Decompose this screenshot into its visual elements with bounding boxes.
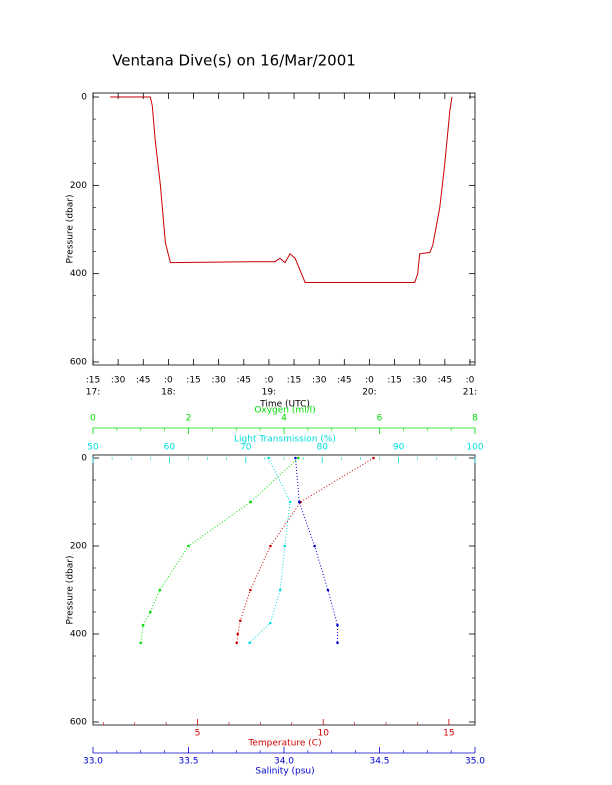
y-tick-label: 0 <box>81 93 87 103</box>
x-hour-label: 20: <box>362 388 376 398</box>
x-tick-label: :45 <box>337 376 351 386</box>
x-tick-label: 33.0 <box>83 757 103 767</box>
profile-point <box>294 456 297 460</box>
pressure-line <box>110 96 453 283</box>
x-tick-label: :0 <box>164 376 173 386</box>
profile-line <box>236 457 374 643</box>
profile-point <box>139 641 143 645</box>
profile-point <box>187 544 190 548</box>
y-axis-label: Pressure (dbar) <box>66 195 76 264</box>
profile-line <box>295 457 338 643</box>
x-tick-label: :45 <box>237 376 251 386</box>
profile-point <box>248 641 251 645</box>
x-tick-label: 0 <box>90 414 96 424</box>
profile-line <box>140 457 299 643</box>
x-tick-label: :15 <box>186 376 200 386</box>
profile-point <box>336 623 339 627</box>
x-tick-label: 34.5 <box>369 757 389 767</box>
profile-point <box>149 610 152 614</box>
y-tick-label: 200 <box>70 542 87 552</box>
x-hour-label: 17: <box>86 388 100 398</box>
x-tick-label: 60 <box>164 443 176 453</box>
x-tick-label: :45 <box>136 376 150 386</box>
y-tick-label: 600 <box>70 718 87 728</box>
x-tick-label: 100 <box>466 443 483 453</box>
profile-point <box>267 456 271 460</box>
y-tick-label: 600 <box>70 358 87 368</box>
x-hour-label: 18: <box>161 388 175 398</box>
x-tick-label: :15 <box>86 376 100 386</box>
x-tick-label: 5 <box>195 729 201 739</box>
x-hour-label: 19: <box>262 388 276 398</box>
profile-point <box>372 456 375 460</box>
y-tick-label: 200 <box>70 181 87 191</box>
x-axis-label: Temperature (C) <box>247 739 321 749</box>
x-tick-label: :0 <box>265 376 274 386</box>
profile-point <box>269 544 272 548</box>
plot-frame <box>92 454 476 726</box>
x-tick-label: 2 <box>186 414 192 424</box>
x-tick-label: :30 <box>211 376 226 386</box>
x-axis-label: Light Transmission (%) <box>234 435 336 445</box>
profile-point <box>268 621 272 625</box>
profile-point <box>278 588 282 592</box>
x-tick-label: 8 <box>472 414 478 424</box>
x-tick-label: 4 <box>281 414 287 424</box>
x-axis-label: Time (UTC) <box>259 400 310 410</box>
x-tick-label: :30 <box>312 376 327 386</box>
x-tick-label: :15 <box>287 376 301 386</box>
x-axis-label: Salinity (psu) <box>255 767 314 777</box>
x-tick-label: 34.0 <box>274 757 294 767</box>
x-tick-label: 70 <box>240 443 252 453</box>
y-tick-label: 400 <box>70 269 87 279</box>
x-axis-label: Oxygen (ml/l) <box>254 406 315 416</box>
x-tick-label: :45 <box>438 376 452 386</box>
profile-point <box>336 641 339 645</box>
x-tick-label: :0 <box>365 376 374 386</box>
x-tick-label: 50 <box>87 443 99 453</box>
profile-line <box>249 457 291 644</box>
chart-title: Ventana Dive(s) on 16/Mar/2001 <box>112 52 356 70</box>
profile-point <box>249 588 252 592</box>
profile-point <box>297 456 300 460</box>
plot-frame <box>92 92 476 366</box>
profile-point <box>235 641 239 645</box>
y-tick-label: 0 <box>81 454 87 464</box>
x-tick-label: 33.5 <box>178 757 198 767</box>
x-tick-label: 15 <box>443 729 454 739</box>
profile-point <box>249 500 252 504</box>
x-tick-label: :0 <box>466 376 475 386</box>
profile-point <box>238 619 242 623</box>
x-tick-label: :15 <box>387 376 401 386</box>
x-tick-label: 6 <box>377 414 383 424</box>
x-tick-label: :30 <box>111 376 126 386</box>
profile-point <box>313 544 316 548</box>
y-tick-label: 400 <box>70 630 87 640</box>
y-axis-label: Pressure (dbar) <box>66 556 76 625</box>
profile-point <box>288 500 292 504</box>
x-hour-label: 21: <box>463 388 477 398</box>
profile-point <box>283 544 287 548</box>
x-tick-label: 35.0 <box>465 757 485 767</box>
profile-point <box>297 500 301 504</box>
x-tick-label: :30 <box>412 376 427 386</box>
profile-point <box>236 632 240 636</box>
profile-point <box>326 588 330 592</box>
profile-point <box>141 623 145 627</box>
x-tick-label: 90 <box>393 443 405 453</box>
x-tick-label: 80 <box>316 443 328 453</box>
x-tick-label: 10 <box>317 729 329 739</box>
profile-point <box>158 588 162 592</box>
